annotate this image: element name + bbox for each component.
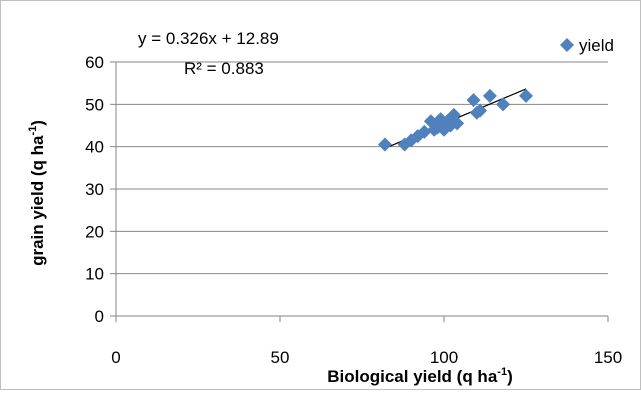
legend: yield <box>560 36 614 55</box>
y-axis-title: grain yield (q ha-1) <box>27 120 47 266</box>
x-tick-label: 100 <box>430 348 458 367</box>
data-point-diamond <box>417 124 432 139</box>
x-tick-label: 0 <box>111 348 120 367</box>
y-tick-label: 50 <box>85 95 104 114</box>
x-tick-label: 50 <box>271 348 290 367</box>
x-axis-title: Biological yield (q ha-1) <box>327 366 512 386</box>
data-point-diamond <box>377 137 392 152</box>
y-axis-title-end: ) <box>28 120 47 126</box>
y-tick-label: 60 <box>85 53 104 72</box>
y-axis-title-sup: -1 <box>27 126 39 136</box>
y-tick-label: 40 <box>85 138 104 157</box>
data-point-diamond <box>466 93 481 108</box>
legend-label-yield: yield <box>579 36 614 55</box>
grid-lines <box>110 61 609 322</box>
x-tick-label: 150 <box>594 348 622 367</box>
y-tick-label: 10 <box>85 265 104 284</box>
y-axis-title-main: grain yield (q ha <box>28 135 47 266</box>
legend-marker-diamond <box>560 38 574 52</box>
data-point-diamond <box>482 88 497 103</box>
data-points <box>377 88 533 152</box>
data-point-diamond <box>437 122 451 137</box>
y-tick-label: 30 <box>85 180 104 199</box>
axes <box>115 62 608 317</box>
x-tick-labels: 0 50 100 150 <box>111 348 622 367</box>
x-axis-title-sup: -1 <box>497 366 507 378</box>
x-axis-title-main: Biological yield (q ha <box>327 367 498 386</box>
data-point-diamond <box>450 116 465 131</box>
y-tick-labels: 0 10 20 30 40 50 60 <box>85 53 104 326</box>
x-axis-title-end: ) <box>507 367 513 386</box>
trendline-r-squared: R² = 0.883 <box>184 59 264 78</box>
trendline-equation: y = 0.326x + 12.89 <box>138 29 279 48</box>
data-point-diamond <box>473 103 488 118</box>
y-tick-label: 20 <box>85 222 104 241</box>
data-point-diamond <box>519 88 533 103</box>
y-tick-label: 0 <box>95 307 104 326</box>
data-point-diamond <box>496 97 511 112</box>
